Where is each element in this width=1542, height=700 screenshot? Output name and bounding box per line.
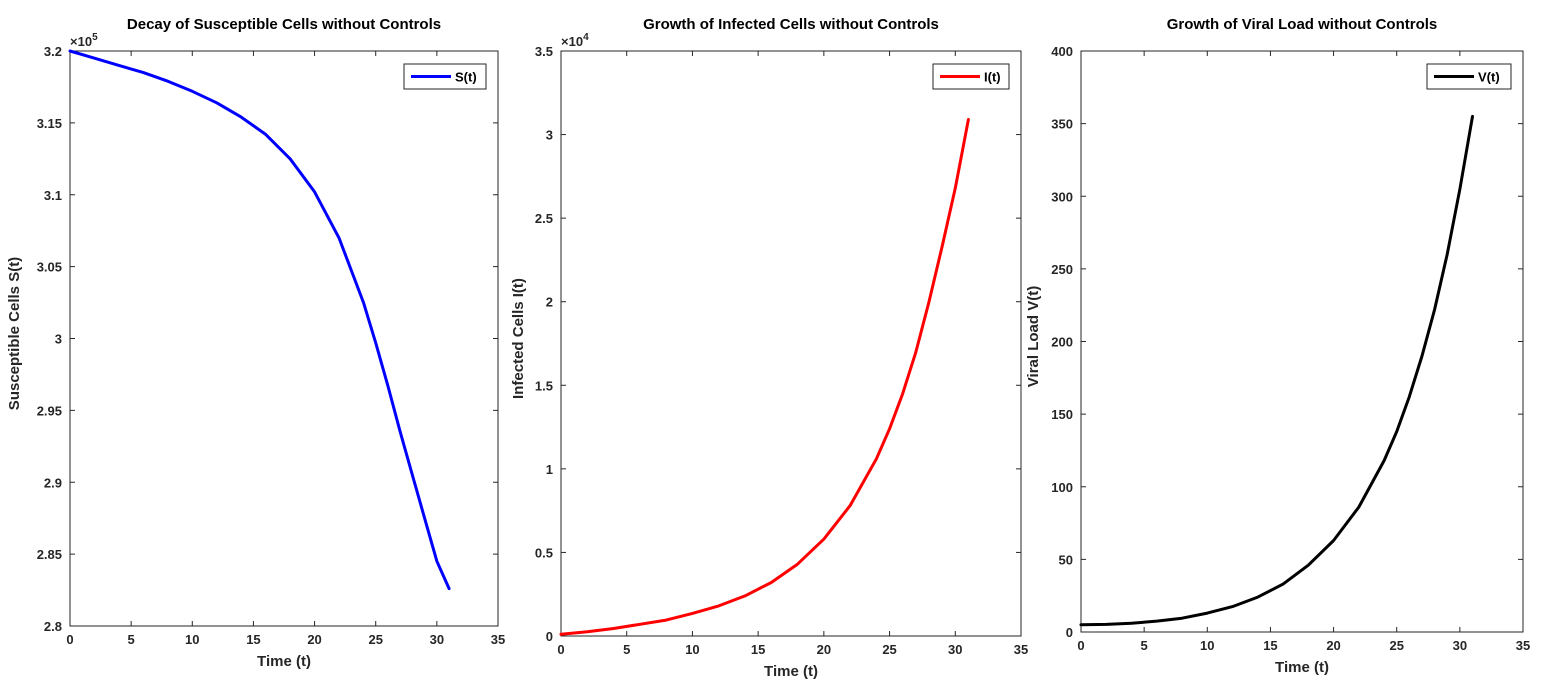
infected-xtick-label: 20 bbox=[817, 642, 831, 657]
susceptible-ytick-label: 2.95 bbox=[37, 403, 62, 418]
susceptible-y-exponent: ×105 bbox=[70, 32, 98, 49]
susceptible-legend-label: S(t) bbox=[455, 70, 477, 85]
panel-infected: 0 5 10 15 20 25 30 35 0 0.5 1 1.5 2 2.5 3 3.5 ×104 Growth… bbox=[510, 16, 1028, 680]
infected-y-axis-label: Infected Cells I(t) bbox=[510, 278, 527, 399]
susceptible-xtick-label: 0 bbox=[66, 632, 73, 647]
viral-load-xtick-label: 15 bbox=[1263, 638, 1277, 653]
susceptible-xtick-label: 15 bbox=[246, 632, 260, 647]
viral-load-ytick-label: 100 bbox=[1051, 480, 1073, 495]
infected-ytick-label: 0.5 bbox=[535, 545, 553, 560]
susceptible-y-axis-label: Susceptible Cells S(t) bbox=[6, 257, 23, 410]
infected-chart-title: Growth of Infected Cells without Control… bbox=[643, 16, 939, 33]
susceptible-ytick-label: 2.8 bbox=[44, 619, 62, 634]
susceptible-ytick-label: 2.85 bbox=[37, 547, 62, 562]
susceptible-ytick-label: 3 bbox=[55, 332, 62, 347]
viral-load-ytick-label: 0 bbox=[1066, 625, 1073, 640]
viral-load-ytick-label: 350 bbox=[1051, 117, 1073, 132]
viral-load-xtick-label: 20 bbox=[1326, 638, 1340, 653]
infected-xtick-label: 10 bbox=[685, 642, 699, 657]
viral-load-xtick-label: 35 bbox=[1516, 638, 1530, 653]
infected-legend-label: I(t) bbox=[984, 70, 1001, 85]
susceptible-x-axis-label: Time (t) bbox=[257, 653, 311, 670]
susceptible-xtick-label: 5 bbox=[128, 632, 135, 647]
viral-load-series-line bbox=[1079, 114, 1474, 627]
infected-ytick-label: 0 bbox=[546, 629, 553, 644]
susceptible-ytick-label: 2.9 bbox=[44, 475, 62, 490]
infected-ytick-label: 3 bbox=[546, 128, 553, 143]
infected-ytick-label: 2.5 bbox=[535, 211, 553, 226]
viral-load-xtick-label: 10 bbox=[1200, 638, 1214, 653]
susceptible-series-line bbox=[68, 49, 451, 591]
infected-xtick-label: 30 bbox=[948, 642, 962, 657]
susceptible-ytick-label: 3.2 bbox=[44, 44, 62, 59]
susceptible-chart-title: Decay of Susceptible Cells without Contr… bbox=[127, 16, 441, 33]
infected-xtick-label: 15 bbox=[751, 642, 765, 657]
panel-susceptible: 0 5 10 15 20 25 30 35 2.8 2.85 2.9 2.95 3 3.05 3.1 3.15… bbox=[6, 16, 505, 670]
susceptible-xtick-label: 35 bbox=[491, 632, 505, 647]
infected-ytick-label: 1 bbox=[546, 462, 553, 477]
infected-xtick-label: 25 bbox=[882, 642, 896, 657]
infected-series-line bbox=[559, 118, 970, 636]
viral-load-ytick-label: 300 bbox=[1051, 189, 1073, 204]
susceptible-ytick-label: 3.15 bbox=[37, 116, 62, 131]
infected-plot-area bbox=[560, 50, 1022, 637]
panel-viral-load: 0 5 10 15 20 25 30 35050100150200250300350400Gr… bbox=[1025, 16, 1530, 676]
susceptible-xtick-label: 10 bbox=[185, 632, 199, 647]
susceptible-xtick-label: 30 bbox=[430, 632, 444, 647]
infected-xtick-label: 5 bbox=[623, 642, 630, 657]
viral-load-legend-label: V(t) bbox=[1478, 70, 1500, 85]
infected-ytick-label: 3.5 bbox=[535, 44, 553, 59]
viral-load-chart-title: Growth of Viral Load without Controls bbox=[1167, 16, 1438, 33]
infected-ytick-label: 1.5 bbox=[535, 378, 553, 393]
viral-load-ytick-label: 50 bbox=[1059, 552, 1073, 567]
infected-y-exponent: ×104 bbox=[561, 32, 589, 49]
viral-load-xtick-label: 30 bbox=[1453, 638, 1467, 653]
viral-load-y-axis-label: Viral Load V(t) bbox=[1025, 286, 1042, 387]
viral-load-ytick-label: 400 bbox=[1051, 44, 1073, 59]
susceptible-ytick-label: 3.1 bbox=[44, 188, 62, 203]
susceptible-ytick-label: 3.05 bbox=[37, 260, 62, 275]
viral-load-plot-area bbox=[1080, 50, 1524, 633]
susceptible-plot-area bbox=[69, 50, 499, 627]
infected-xtick-label: 35 bbox=[1014, 642, 1028, 657]
viral-load-ytick-label: 250 bbox=[1051, 262, 1073, 277]
viral-load-xtick-label: 5 bbox=[1141, 638, 1148, 653]
susceptible-xtick-label: 25 bbox=[368, 632, 382, 647]
viral-load-ytick-label: 200 bbox=[1051, 335, 1073, 350]
viral-load-ytick-label: 150 bbox=[1051, 407, 1073, 422]
viral-load-x-axis-label: Time (t) bbox=[1275, 659, 1329, 676]
infected-x-axis-label: Time (t) bbox=[764, 663, 818, 680]
viral-load-xtick-label: 25 bbox=[1389, 638, 1403, 653]
viral-load-xtick-label: 0 bbox=[1077, 638, 1084, 653]
infected-xtick-label: 0 bbox=[557, 642, 564, 657]
infected-ytick-label: 2 bbox=[546, 295, 553, 310]
susceptible-xtick-label: 20 bbox=[307, 632, 321, 647]
